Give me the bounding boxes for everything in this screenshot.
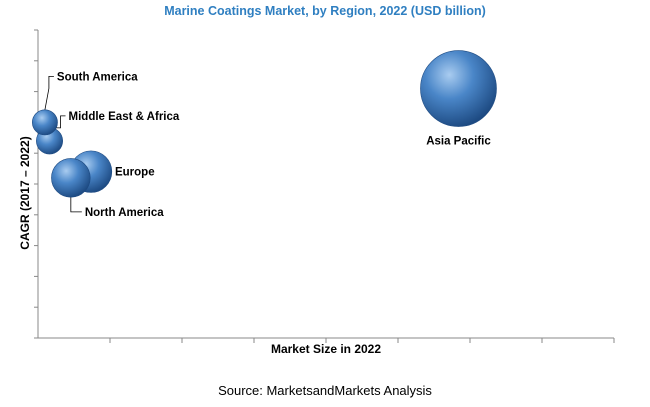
label-south-america: South America [57, 71, 138, 83]
chart-title: Marine Coatings Market, by Region, 2022 … [164, 4, 486, 18]
axis-ticks [34, 29, 615, 343]
label-middle-east-africa: Middle East & Africa [69, 111, 180, 123]
label-north-america: North America [85, 207, 164, 219]
bubbles [32, 50, 497, 198]
leader-south-america [44, 76, 54, 110]
bubble-asia-pacific [420, 50, 497, 127]
label-asia-pacific: Asia Pacific [426, 136, 491, 148]
label-europe: Europe [115, 167, 155, 179]
bubble-labels: Asia Pacific Europe North America Middle Ea… [57, 71, 491, 218]
x-axis-label: Market Size in 2022 [270, 342, 382, 356]
bubble-south-america [32, 109, 58, 136]
leader-north-america [70, 197, 82, 213]
source-note: Source: MarketsandMarkets Analysis [218, 383, 432, 398]
bubble-north-america [51, 158, 91, 198]
y-axis-label: CAGR (2017 – 2022) [18, 136, 32, 250]
